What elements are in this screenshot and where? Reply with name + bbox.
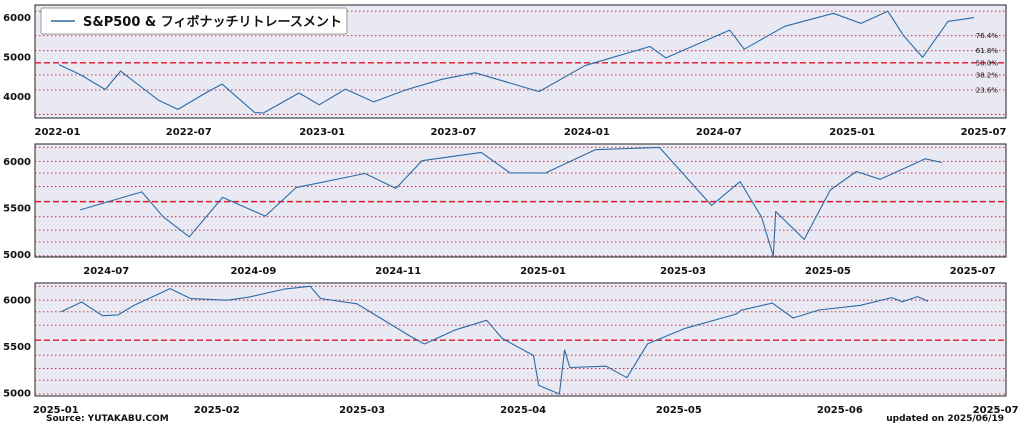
- x-tick-label: 2025-07: [973, 405, 1019, 416]
- x-tick-label: 2025-03: [660, 266, 706, 277]
- x-tick-label: 2024-07: [696, 127, 742, 138]
- y-tick-label: 5500: [3, 342, 31, 353]
- fib-level-label: 38.2%: [976, 71, 999, 79]
- x-tick-label: 2024-01: [564, 127, 610, 138]
- x-tick-label: 2025-05: [656, 405, 702, 416]
- chart-panel-1: 76.4% 61.8% 50.0% 38.2% 23.6% 4000 5000 6000 202…: [3, 4, 1007, 138]
- x-tick-label: 2025-01: [829, 127, 875, 138]
- updated-label: updated on 2025/06/19: [886, 414, 1004, 424]
- y-tick-label: 6000: [3, 157, 31, 168]
- x-tick-label: 2025-02: [194, 405, 240, 416]
- x-tick-label: 2022-01: [35, 127, 81, 138]
- fib-level-label: 61.8%: [976, 47, 999, 55]
- source-label: Source: YUTAKABU.COM: [46, 414, 169, 424]
- plot-area: [34, 282, 1007, 397]
- x-tick-label: 2025-06: [817, 405, 863, 416]
- chart-panel-3: 5000 5500 6000 2025-01 2025-02 2025-03 2025-04…: [3, 282, 1019, 416]
- y-tick-label: 6000: [3, 13, 31, 24]
- fib-level-label: 76.4%: [976, 32, 999, 40]
- x-tick-label: 2025-04: [500, 405, 546, 416]
- y-tick-label: 6000: [3, 296, 31, 307]
- x-tick-label: 2025-01: [520, 266, 566, 277]
- y-tick-label: 5000: [3, 388, 31, 399]
- legend-box: [40, 7, 348, 35]
- x-tick-label: 2025-07: [961, 127, 1007, 138]
- x-tick-label: 2025-05: [805, 266, 851, 277]
- legend-label: S&P500 & フィボナッチリトレースメント: [83, 14, 342, 30]
- series-line: [60, 285, 929, 395]
- x-tick-label: 2024-07: [83, 266, 129, 277]
- x-tick-label: 2025-03: [339, 405, 385, 416]
- y-tick-label: 5500: [3, 204, 31, 215]
- x-tick-label: 2025-01: [33, 405, 79, 416]
- x-tick-label: 2022-07: [166, 127, 212, 138]
- series-line: [79, 146, 943, 257]
- x-tick-label: 2023-01: [299, 127, 345, 138]
- fib-level-label: 50.0%: [976, 59, 999, 67]
- series-line: [58, 10, 975, 114]
- y-tick-label: 5000: [3, 53, 31, 64]
- y-tick-label: 4000: [3, 92, 31, 103]
- x-tick-label: 2024-11: [375, 266, 421, 277]
- x-tick-label: 2024-09: [230, 266, 276, 277]
- x-tick-label: 2023-07: [430, 127, 476, 138]
- plot-area: [34, 143, 1007, 258]
- chart-panel-2: 5000 5500 6000 2024-07 2024-09 2024-11 2025-01…: [3, 143, 1007, 277]
- fib-level-label: 23.6%: [976, 86, 999, 94]
- y-tick-label: 5000: [3, 250, 31, 261]
- x-tick-label: 2025-07: [950, 266, 996, 277]
